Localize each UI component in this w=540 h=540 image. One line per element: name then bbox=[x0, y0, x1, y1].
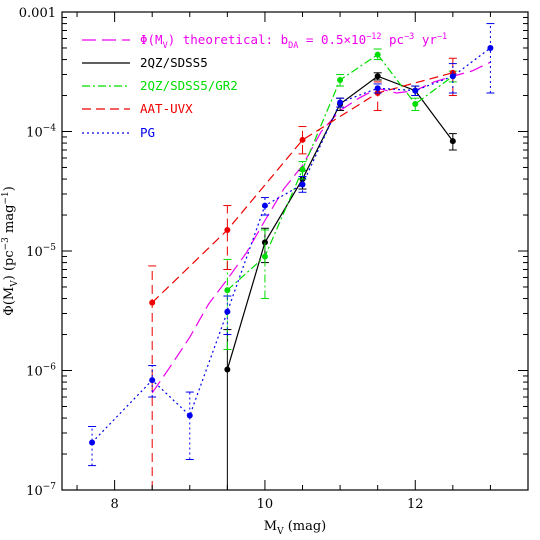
legend-label-2qz-sdss5: 2QZ/SDSS5 bbox=[140, 55, 208, 70]
data-point bbox=[412, 87, 419, 94]
plot-area bbox=[88, 23, 495, 490]
x-tick-label: 10 bbox=[257, 497, 274, 512]
series-pg bbox=[88, 23, 495, 467]
data-point bbox=[299, 181, 306, 188]
axis-tick-labels: 8 10 12 10−7 10−6 10−5 10−4 0.001 bbox=[19, 6, 424, 512]
y-tick-label: 10−4 bbox=[26, 124, 56, 141]
series-line bbox=[151, 72, 453, 304]
data-point bbox=[149, 377, 156, 384]
data-point bbox=[412, 100, 419, 107]
data-point bbox=[186, 412, 193, 419]
data-point bbox=[149, 299, 156, 306]
legend: Φ(MV) theoretical: bDA = 0.5×10−12 pc−3 … bbox=[82, 32, 447, 140]
data-point bbox=[224, 308, 231, 315]
legend-label-aat-uvx: AAT-UVX bbox=[140, 101, 193, 116]
x-axis-label: MV (mag) bbox=[264, 519, 327, 537]
y-tick-label: 10−6 bbox=[26, 363, 56, 380]
legend-label-theoretical: Φ(MV) theoretical: bDA = 0.5×10−12 pc−3 … bbox=[140, 32, 447, 51]
data-point bbox=[337, 99, 344, 106]
data-point bbox=[374, 51, 381, 58]
series-theoretical bbox=[151, 61, 491, 394]
data-point bbox=[224, 366, 231, 373]
y-axis-label: Φ(MV) (pc−3 mag−1) bbox=[1, 186, 20, 316]
data-point bbox=[224, 287, 231, 294]
legend-label-2qz-sdss5-gr2: 2QZ/SDSS5/GR2 bbox=[140, 78, 238, 93]
data-point bbox=[224, 226, 231, 233]
data-point bbox=[261, 239, 268, 246]
data-point bbox=[299, 166, 306, 173]
y-tick-label: 10−7 bbox=[26, 482, 56, 499]
data-point bbox=[374, 73, 381, 80]
x-tick-label: 8 bbox=[110, 497, 118, 512]
data-point bbox=[261, 202, 268, 209]
data-point bbox=[374, 85, 381, 92]
x-tick-label: 12 bbox=[407, 497, 424, 512]
data-point bbox=[449, 138, 456, 145]
legend-label-pg: PG bbox=[140, 125, 155, 140]
y-tick-label: 10−5 bbox=[26, 243, 56, 260]
data-point bbox=[299, 136, 306, 143]
data-point bbox=[337, 76, 344, 83]
series-line bbox=[91, 47, 491, 443]
data-point bbox=[89, 439, 96, 446]
data-point bbox=[261, 253, 268, 260]
data-point bbox=[449, 73, 456, 80]
data-point bbox=[487, 44, 494, 51]
axis-ticks bbox=[62, 12, 529, 491]
series-line bbox=[151, 61, 491, 394]
y-tick-label: 0.001 bbox=[19, 6, 56, 21]
